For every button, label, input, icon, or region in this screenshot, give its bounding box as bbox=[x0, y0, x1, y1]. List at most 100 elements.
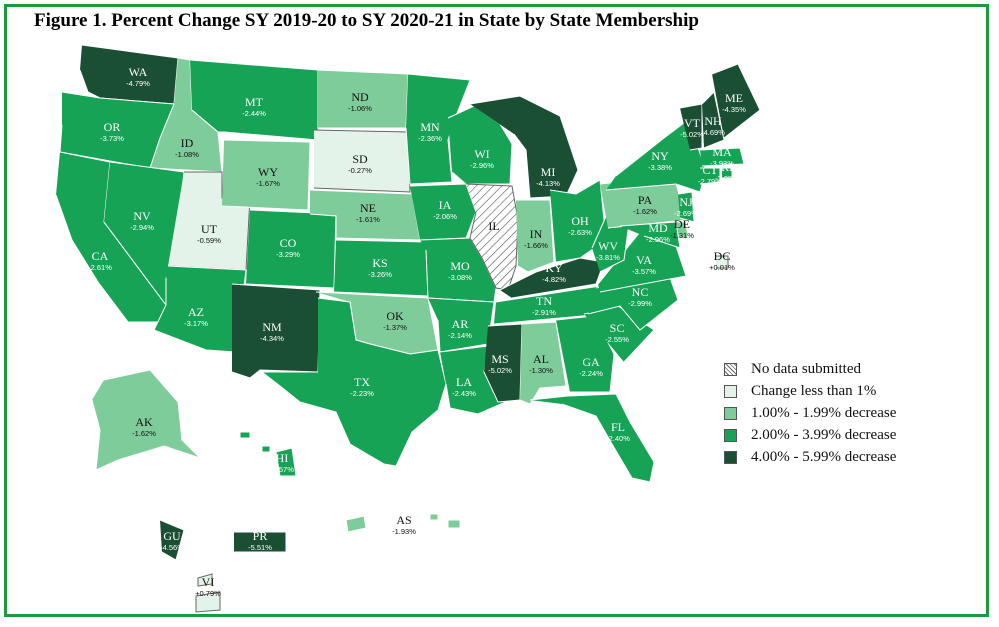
state-value-label: -2.57% bbox=[270, 465, 294, 474]
state-value-label: -4.35% bbox=[722, 105, 746, 114]
state-value-label: -3.57% bbox=[632, 267, 656, 276]
state-value-label: -2.55% bbox=[605, 335, 629, 344]
state-abbr-label: CT bbox=[702, 163, 718, 177]
state-value-label: -5.02% bbox=[488, 366, 512, 375]
state-mt bbox=[189, 59, 319, 141]
state-abbr-label: NC bbox=[632, 285, 649, 299]
state-value-label: -4.69% bbox=[701, 128, 725, 137]
state-abbr-label: UT bbox=[201, 222, 218, 236]
state-abbr-label: AR bbox=[452, 317, 469, 331]
state-abbr-label: AL bbox=[533, 352, 549, 366]
legend-label: Change less than 1% bbox=[751, 382, 877, 399]
state-value-label: -2.94% bbox=[130, 223, 154, 232]
state-abbr-label: PR bbox=[253, 529, 268, 543]
state-abbr-label: MO bbox=[450, 259, 470, 273]
state-value-label: -2.69% bbox=[674, 209, 698, 218]
state-value-label: -0.27% bbox=[348, 166, 372, 175]
state-abbr-label: SD bbox=[352, 152, 368, 166]
state-dc bbox=[716, 255, 729, 269]
legend-item: Change less than 1% bbox=[724, 380, 896, 402]
state-abbr-label: HI bbox=[276, 451, 289, 465]
state-mn bbox=[405, 73, 471, 185]
legend: No data submitted Change less than 1% 1.… bbox=[724, 358, 896, 468]
state-value-label: -2.06% bbox=[433, 212, 457, 221]
state-value-label: -2.43% bbox=[452, 389, 476, 398]
state-gu bbox=[159, 519, 185, 561]
state-value-label: -3.38% bbox=[648, 163, 672, 172]
state-me bbox=[711, 63, 761, 139]
legend-item: 4.00% - 5.99% decrease bbox=[724, 446, 896, 468]
state-value-label: -1.06% bbox=[348, 104, 372, 113]
state-ky bbox=[499, 257, 605, 299]
state-value-label: -3.93% bbox=[710, 159, 734, 168]
state-value-label: -5.02% bbox=[680, 130, 704, 139]
state-value-label: -1.31% bbox=[670, 231, 694, 240]
state-abbr-label: CA bbox=[92, 249, 109, 263]
state-value-label: -3.29% bbox=[276, 250, 300, 259]
state-value-label: -5.51% bbox=[248, 543, 272, 552]
state-value-label: -1.93% bbox=[392, 527, 416, 536]
state-value-label: -2.14% bbox=[448, 331, 472, 340]
state-nj bbox=[677, 191, 695, 223]
state-nh bbox=[701, 90, 725, 149]
legend-label: 4.00% - 5.99% decrease bbox=[751, 448, 897, 465]
state-value-label: -4.79% bbox=[126, 79, 150, 88]
state-abbr-label: MD bbox=[648, 221, 668, 235]
state-value-label: -3.26% bbox=[368, 270, 392, 279]
state-value-label: -2.63% bbox=[568, 228, 592, 237]
state-abbr-label: VA bbox=[636, 253, 652, 267]
legend-swatch bbox=[724, 384, 737, 398]
state-abbr-label: IN bbox=[530, 227, 543, 241]
state-value-label: -1.61% bbox=[356, 215, 380, 224]
state-abbr-label: MA bbox=[712, 145, 732, 159]
state-value-label: -2.96% bbox=[470, 161, 494, 170]
state-abbr-label: TN bbox=[536, 294, 552, 308]
state-abbr-label: GA bbox=[582, 355, 600, 369]
state-abbr-label: LA bbox=[456, 375, 472, 389]
state-abbr-label: RI bbox=[721, 160, 733, 174]
state-vi bbox=[195, 573, 221, 613]
state-abbr-label: PA bbox=[638, 193, 653, 207]
state-al bbox=[519, 321, 567, 405]
state-value-label: -2.91% bbox=[532, 308, 556, 317]
state-value-label: -1.62% bbox=[132, 429, 156, 438]
state-value-label: -1.66% bbox=[524, 241, 548, 250]
state-abbr-label: ME bbox=[725, 91, 743, 105]
state-ma bbox=[699, 147, 745, 167]
state-abbr-label: AS bbox=[396, 513, 411, 527]
state-abbr-label: NM bbox=[262, 320, 282, 334]
state-value-label: -3.08% bbox=[448, 273, 472, 282]
state-value-label: -1.62% bbox=[633, 207, 657, 216]
state-co bbox=[245, 209, 337, 289]
legend-item: 1.00% - 1.99% decrease bbox=[724, 402, 896, 424]
state-ct bbox=[699, 167, 721, 185]
state-value-label: -3.17% bbox=[184, 319, 208, 328]
state-value-label: -3.73% bbox=[100, 134, 124, 143]
state-de bbox=[676, 221, 689, 239]
state-abbr-label: FL bbox=[611, 420, 625, 434]
state-abbr-label: SC bbox=[610, 321, 625, 335]
state-abbr-label: KY bbox=[545, 261, 563, 275]
state-abbr-label: GU bbox=[163, 529, 181, 543]
state-abbr-label: WV bbox=[598, 239, 618, 253]
state-abbr-label: MI bbox=[541, 165, 556, 179]
state-abbr-label: IA bbox=[439, 198, 452, 212]
state-md bbox=[619, 221, 681, 249]
state-value-label: -4.82% bbox=[542, 275, 566, 284]
state-abbr-label: VT bbox=[684, 116, 701, 130]
state-wy bbox=[221, 139, 311, 211]
legend-swatch bbox=[724, 428, 737, 442]
state-value-label: -1.37% bbox=[383, 323, 407, 332]
state-az bbox=[153, 265, 247, 353]
state-abbr-label: NE bbox=[360, 201, 376, 215]
state-abbr-label: DC bbox=[714, 249, 731, 263]
state-ne bbox=[309, 189, 421, 241]
state-value-label: -3.81% bbox=[596, 253, 620, 262]
state-value-label: -2.79% bbox=[698, 177, 722, 186]
state-vt bbox=[679, 103, 703, 151]
state-mi bbox=[469, 95, 579, 199]
state-value-label: +0.01% bbox=[709, 263, 735, 272]
state-value-label: -2.36% bbox=[418, 134, 442, 143]
state-value-label: -1.67% bbox=[256, 179, 280, 188]
